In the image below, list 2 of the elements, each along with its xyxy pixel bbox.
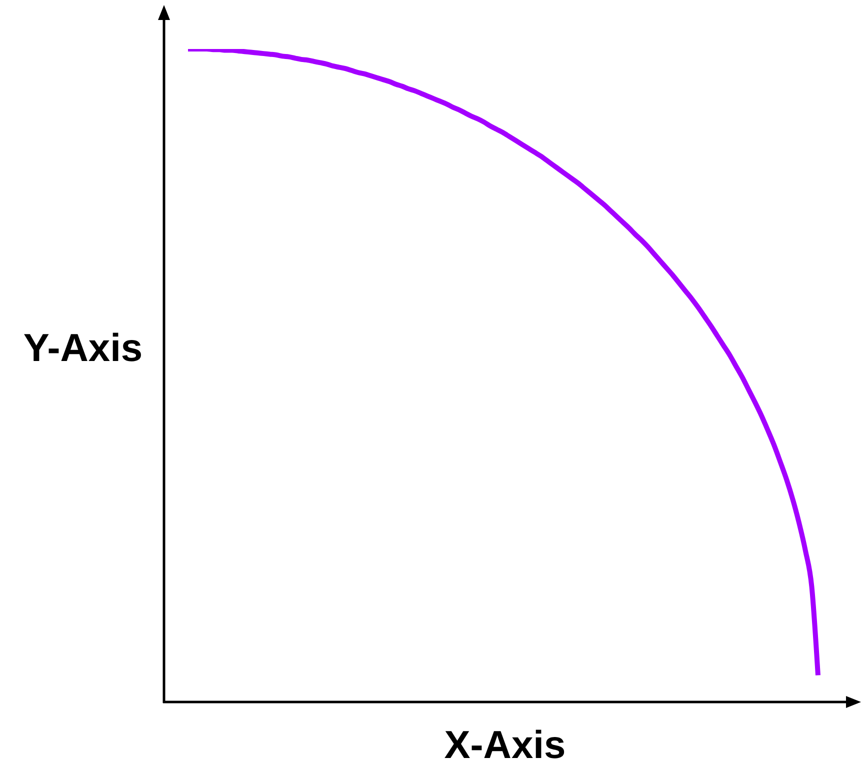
x-axis-title: X-Axis bbox=[444, 724, 566, 766]
y-axis-title: Y-Axis bbox=[23, 327, 143, 370]
